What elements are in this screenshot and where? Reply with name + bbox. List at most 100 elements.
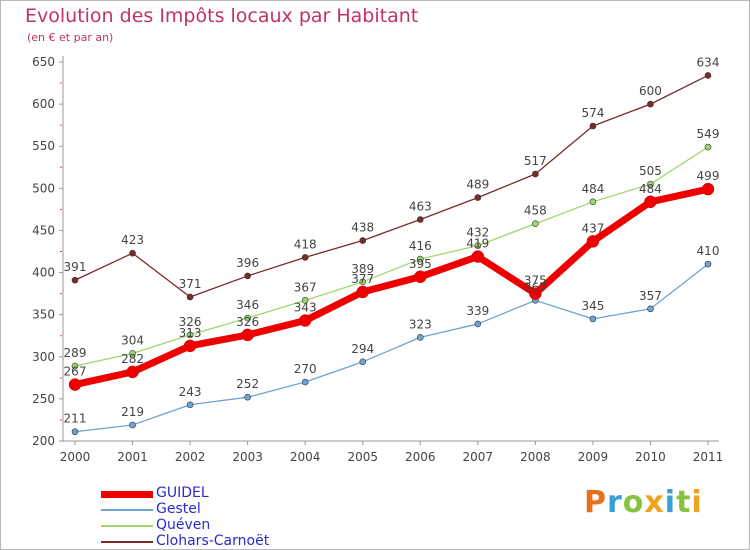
logo-letter: o <box>622 485 645 520</box>
y-tick-label: 350 <box>32 308 55 322</box>
data-label: 418 <box>294 237 317 251</box>
data-point <box>532 170 539 178</box>
x-tick-label: 2011 <box>693 450 724 464</box>
data-label: 219 <box>121 405 144 419</box>
data-point <box>704 143 712 151</box>
data-point <box>71 362 79 370</box>
data-label: 395 <box>409 257 432 271</box>
legend-label: GUIDEL <box>156 485 209 501</box>
data-point <box>414 270 427 284</box>
data-point <box>416 334 424 341</box>
data-label: 270 <box>294 362 317 376</box>
data-label: 438 <box>351 221 374 235</box>
data-point <box>186 293 194 301</box>
data-label: 600 <box>639 84 662 98</box>
data-point <box>244 272 251 280</box>
data-label: 357 <box>639 289 662 303</box>
data-label: 243 <box>179 385 202 399</box>
data-point <box>301 378 309 386</box>
data-point <box>359 358 367 366</box>
legend-swatch <box>101 490 153 498</box>
data-point <box>589 315 597 323</box>
data-label: 505 <box>639 164 662 178</box>
data-point <box>129 421 136 429</box>
legend-label: Gestel <box>156 501 201 517</box>
chart-subtitle: (en € et par an) <box>27 31 114 44</box>
data-label: 574 <box>581 106 604 120</box>
legend-swatch <box>101 525 153 527</box>
data-label: 211 <box>64 412 87 426</box>
data-point <box>589 122 597 130</box>
series-layer <box>68 72 715 436</box>
logo-letter: P <box>584 485 607 520</box>
data-point <box>644 195 657 209</box>
data-point <box>186 331 194 339</box>
logo-letter: i <box>664 485 677 520</box>
data-point <box>474 194 482 201</box>
x-tick-label: 2010 <box>635 450 666 464</box>
data-label: 389 <box>351 262 374 276</box>
y-tick-label: 500 <box>32 181 55 195</box>
data-point <box>126 365 139 379</box>
x-tick-label: 2004 <box>290 450 321 464</box>
data-label: 517 <box>524 154 547 168</box>
data-point <box>704 260 712 268</box>
data-label: 416 <box>409 239 432 253</box>
data-point <box>647 305 654 313</box>
chart-axes: 200 250 300 350 400 450 500 550 600 650 2000 2001 20… <box>32 55 723 464</box>
y-tick-label: 600 <box>32 97 55 111</box>
data-label: 377 <box>351 272 374 286</box>
data-label: 326 <box>236 315 259 329</box>
data-point <box>186 401 194 409</box>
data-point <box>471 250 485 263</box>
data-label: 432 <box>466 226 489 240</box>
data-label: 346 <box>236 298 259 312</box>
data-label: 410 <box>697 244 720 258</box>
logo-letter: r <box>607 485 623 520</box>
data-label: 391 <box>64 260 87 274</box>
data-label: 294 <box>351 342 374 356</box>
data-point <box>359 237 367 244</box>
data-label: 367 <box>524 280 547 294</box>
data-point <box>701 182 715 196</box>
x-tick-label: 2009 <box>578 450 609 464</box>
y-tick-label: 400 <box>32 266 55 280</box>
data-point <box>356 285 369 299</box>
logo-letter: i <box>691 485 703 520</box>
x-tick-label: 2000 <box>60 450 91 464</box>
data-label: 419 <box>466 237 489 251</box>
logo-letter: t <box>676 485 692 520</box>
data-label: 339 <box>466 304 489 318</box>
logo-letter: x <box>644 485 665 520</box>
data-label: 371 <box>179 277 202 291</box>
data-point <box>359 278 367 286</box>
x-tick-label: 2002 <box>175 450 206 464</box>
x-tick-label: 2007 <box>463 450 494 464</box>
data-label: 423 <box>121 233 144 247</box>
legend-swatch <box>101 509 153 511</box>
data-point <box>586 235 600 248</box>
data-label: 375 <box>524 274 547 288</box>
series-line-clohars-carno-t <box>74 74 709 298</box>
legend-label: Quéven <box>156 517 211 533</box>
data-labels-layer: 391 423 371 396 418 438 463 489 517 574 600 634 289 3… <box>64 55 720 425</box>
data-label: 499 <box>697 169 720 183</box>
data-label: 252 <box>236 377 259 391</box>
y-tick-label: 200 <box>32 434 55 448</box>
data-point <box>71 276 79 284</box>
data-point <box>474 320 482 328</box>
data-point <box>416 255 424 263</box>
data-label: 313 <box>179 326 202 340</box>
x-tick-label: 2001 <box>117 450 148 464</box>
data-label: 396 <box>236 256 259 270</box>
y-tick-label: 650 <box>32 55 55 69</box>
data-point <box>244 314 251 322</box>
data-label: 634 <box>697 55 720 69</box>
data-point <box>474 242 482 249</box>
data-label: 282 <box>121 352 144 366</box>
data-label: 267 <box>64 365 87 379</box>
data-point <box>301 254 309 261</box>
data-point <box>241 328 254 342</box>
